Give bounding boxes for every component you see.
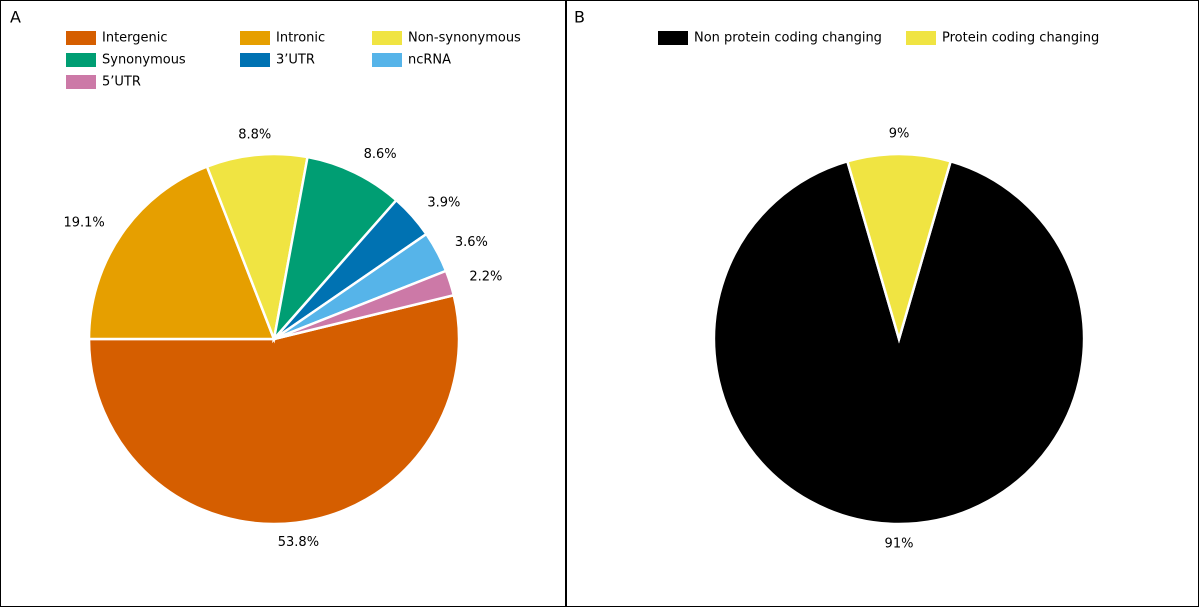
slice-label: 2.2% — [469, 269, 502, 284]
slice-label: 9% — [889, 127, 910, 142]
legend-label: Non protein coding changing — [694, 31, 882, 46]
legend-swatch — [906, 31, 936, 45]
panel-label: A — [10, 8, 21, 27]
legend-label: 3’UTR — [276, 53, 315, 68]
slice-label: 8.8% — [238, 127, 271, 142]
legend-swatch — [66, 75, 96, 89]
pie-slice — [87, 293, 461, 526]
pie-slice — [271, 155, 399, 344]
legend-swatch — [240, 31, 270, 45]
legend-label: Intronic — [276, 31, 325, 46]
pie-slice — [273, 269, 456, 341]
legend-swatch — [658, 31, 688, 45]
legend-swatch — [66, 31, 96, 45]
legend-label: ncRNA — [408, 53, 451, 68]
slice-label: 3.6% — [455, 235, 488, 250]
pie-slice — [845, 152, 953, 344]
slice-label: 8.6% — [364, 147, 397, 162]
pie-slice — [87, 164, 276, 341]
legend-label: 5’UTR — [102, 75, 141, 90]
panel-label: B — [574, 8, 585, 27]
legend-label: Synonymous — [102, 53, 186, 68]
legend-swatch — [240, 53, 270, 67]
legend-label: Protein coding changing — [942, 31, 1099, 46]
legend-swatch — [66, 53, 96, 67]
legend-swatch — [372, 31, 402, 45]
legend-label: Intergenic — [102, 31, 168, 46]
legend-label: Non-synonymous — [408, 31, 521, 46]
slice-label: 53.8% — [278, 535, 319, 550]
slice-label: 3.9% — [427, 195, 460, 210]
legend-swatch — [372, 53, 402, 67]
slice-label: 91% — [885, 537, 914, 552]
slice-label: 19.1% — [63, 216, 104, 231]
